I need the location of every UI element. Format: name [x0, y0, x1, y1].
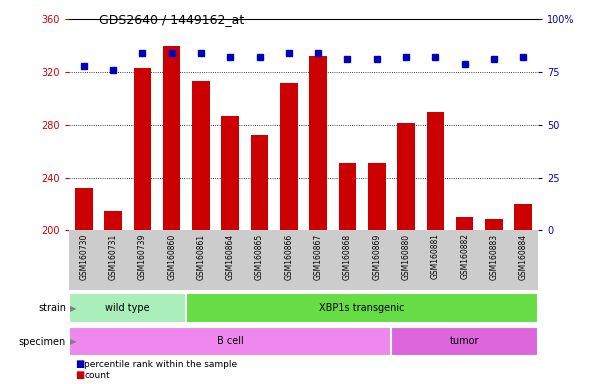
Text: GSM160860: GSM160860 [167, 233, 176, 280]
Text: GSM160884: GSM160884 [519, 233, 528, 280]
Text: GSM160869: GSM160869 [372, 233, 381, 280]
Bar [514, 204, 532, 230]
Bar [368, 163, 385, 230]
Bar [69, 293, 186, 323]
Bar [163, 46, 180, 230]
Text: GSM160730: GSM160730 [79, 233, 88, 280]
Text: GSM160861: GSM160861 [197, 233, 206, 280]
Text: GSM160864: GSM160864 [226, 233, 235, 280]
Bar [427, 112, 444, 230]
Text: strain: strain [38, 303, 66, 313]
Text: GSM160866: GSM160866 [284, 233, 293, 280]
Bar [339, 163, 356, 230]
Bar [456, 217, 474, 230]
Bar [69, 327, 391, 356]
Text: GSM160868: GSM160868 [343, 233, 352, 280]
Text: count: count [84, 371, 110, 380]
Text: GSM160881: GSM160881 [431, 233, 440, 280]
Bar [251, 135, 268, 230]
Text: ■: ■ [75, 370, 84, 380]
Text: tumor: tumor [450, 336, 480, 346]
Bar [221, 116, 239, 230]
Bar [397, 124, 415, 230]
Text: GSM160880: GSM160880 [401, 233, 410, 280]
Text: GSM160731: GSM160731 [109, 233, 118, 280]
Bar [105, 210, 122, 230]
Text: ▶: ▶ [70, 304, 77, 313]
Bar [133, 68, 151, 230]
Bar [192, 81, 210, 230]
Text: GSM160882: GSM160882 [460, 233, 469, 280]
Text: B cell: B cell [217, 336, 243, 346]
Text: specimen: specimen [19, 337, 66, 347]
Bar [310, 56, 327, 230]
Text: GSM160867: GSM160867 [314, 233, 323, 280]
Text: GSM160883: GSM160883 [489, 233, 498, 280]
Bar [186, 293, 538, 323]
Text: wild type: wild type [105, 303, 150, 313]
Bar [485, 218, 502, 230]
Bar [280, 83, 297, 230]
Bar [75, 188, 93, 230]
Text: ▶: ▶ [70, 337, 77, 346]
Bar [391, 327, 538, 356]
Text: GSM160865: GSM160865 [255, 233, 264, 280]
Text: XBP1s transgenic: XBP1s transgenic [319, 303, 405, 313]
Text: GDS2640 / 1449162_at: GDS2640 / 1449162_at [99, 13, 245, 26]
Text: ■: ■ [75, 359, 84, 369]
Text: percentile rank within the sample: percentile rank within the sample [84, 360, 237, 369]
Text: GSM160739: GSM160739 [138, 233, 147, 280]
